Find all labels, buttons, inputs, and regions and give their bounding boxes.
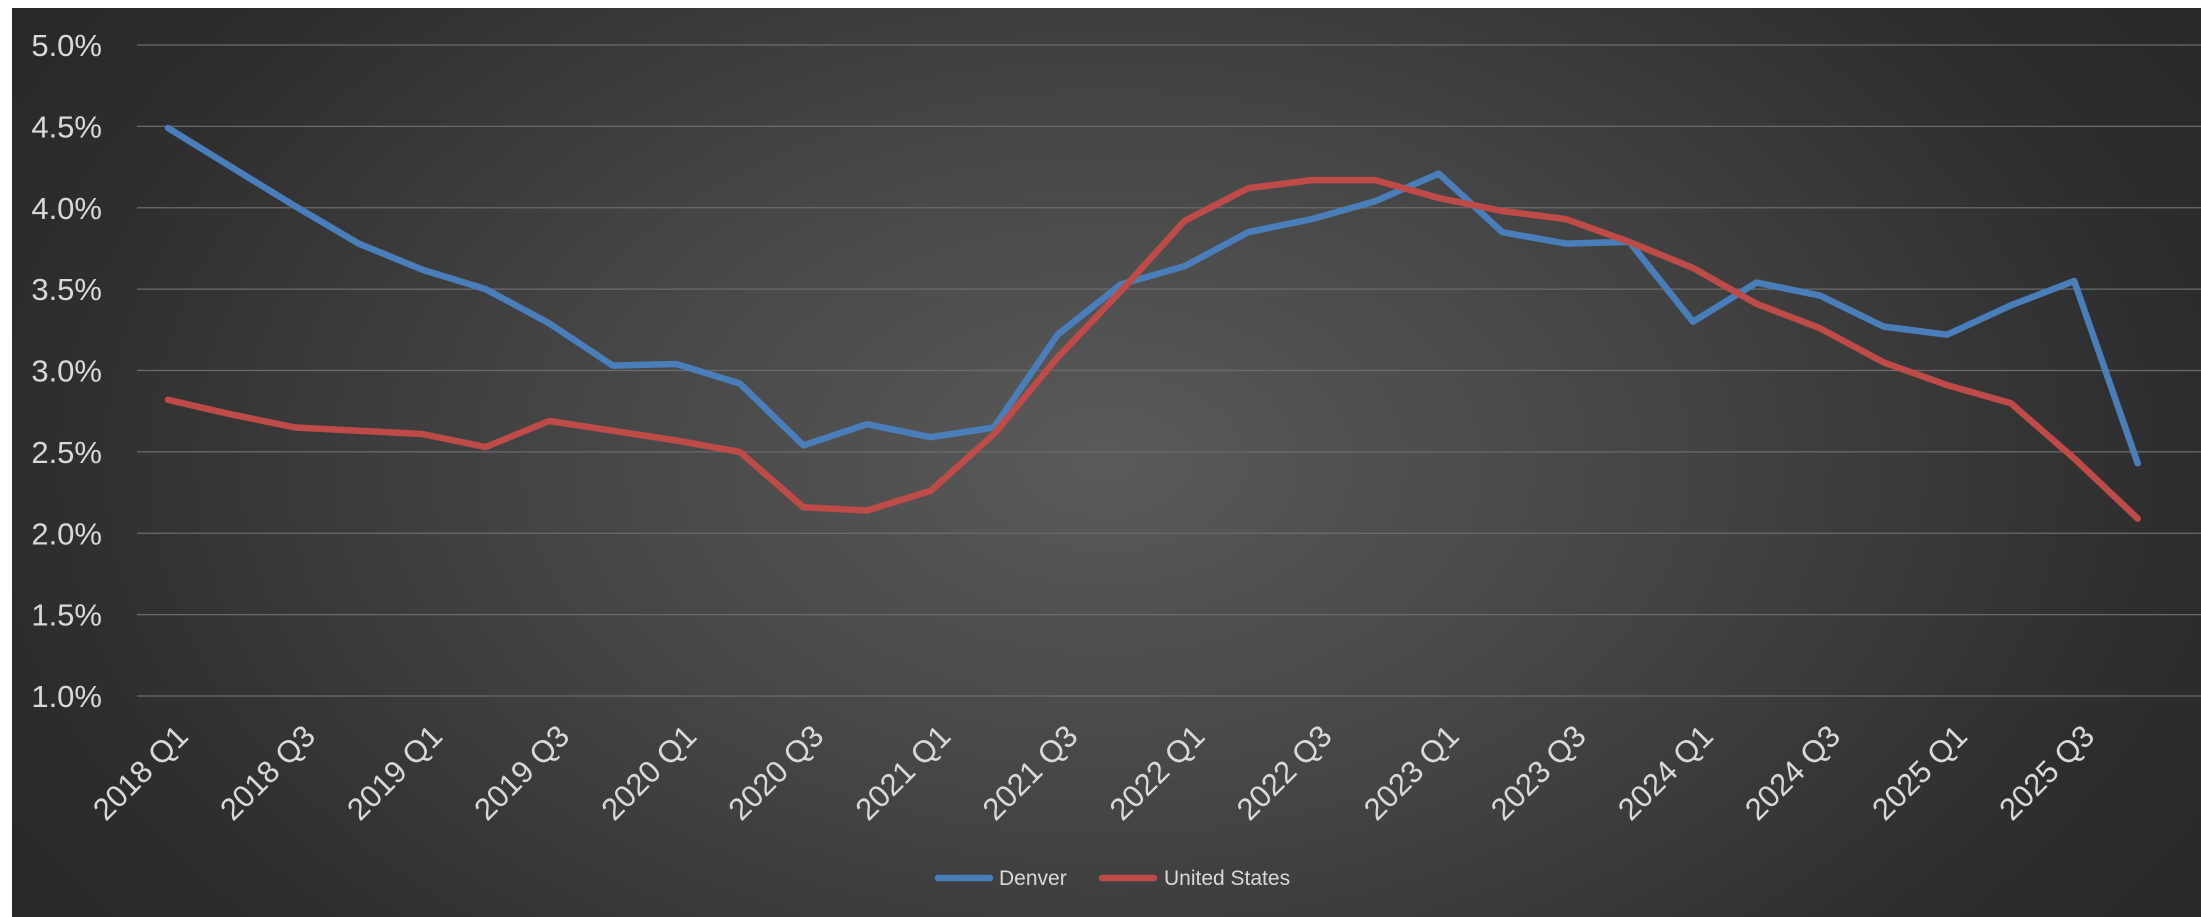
x-axis-tick-labels: 2018 Q1 2018 Q3 2019 Q1 2019 Q3 2020 Q1 2020 … — [86, 718, 2101, 827]
line-chart: 5.0% 4.5% 4.0% 3.5% 3.0% 2.5% 2.0% 1.5% 1.0% 201… — [31, 28, 2201, 890]
x-tick-label: 2022 Q3 — [1230, 718, 1339, 827]
series-line-united-states — [164, 176, 2141, 522]
y-tick-label: 4.0% — [31, 191, 102, 226]
x-tick-label: 2021 Q3 — [976, 718, 1085, 827]
x-tick-label: 2023 Q3 — [1484, 718, 1593, 827]
x-tick-label: 2024 Q1 — [1611, 718, 1720, 827]
x-tick-label: 2023 Q1 — [1357, 718, 1466, 827]
x-tick-label: 2024 Q3 — [1738, 718, 1847, 827]
x-tick-label: 2018 Q3 — [213, 718, 322, 827]
gridlines — [137, 44, 2201, 697]
legend-label: Denver — [999, 867, 1067, 890]
series-line-denver — [164, 124, 2141, 467]
x-tick-label: 2022 Q1 — [1103, 718, 1212, 827]
y-tick-label: 3.5% — [31, 272, 102, 307]
x-tick-label: 2021 Q1 — [849, 718, 958, 827]
y-tick-label: 1.0% — [31, 679, 102, 714]
y-tick-label: 5.0% — [31, 28, 102, 63]
legend: Denver United States — [934, 867, 1290, 890]
x-tick-label: 2019 Q3 — [467, 718, 576, 827]
x-tick-label: 2020 Q1 — [594, 718, 703, 827]
chart-area: 5.0% 4.5% 4.0% 3.5% 3.0% 2.5% 2.0% 1.5% 1.0% 201… — [12, 8, 2201, 917]
y-tick-label: 2.0% — [31, 516, 102, 551]
x-tick-label: 2018 Q1 — [86, 718, 195, 827]
y-tick-label: 2.5% — [31, 435, 102, 470]
x-tick-label: 2020 Q3 — [721, 718, 830, 827]
y-axis-tick-labels: 5.0% 4.5% 4.0% 3.5% 3.0% 2.5% 2.0% 1.5% 1.0% — [31, 28, 102, 714]
series-lines — [164, 124, 2141, 522]
x-tick-label: 2019 Q1 — [340, 718, 449, 827]
y-tick-label: 4.5% — [31, 109, 102, 144]
x-tick-label: 2025 Q1 — [1865, 718, 1974, 827]
y-tick-label: 3.0% — [31, 354, 102, 389]
y-tick-label: 1.5% — [31, 598, 102, 633]
x-tick-label: 2025 Q3 — [1992, 718, 2101, 827]
legend-label: United States — [1164, 867, 1290, 890]
